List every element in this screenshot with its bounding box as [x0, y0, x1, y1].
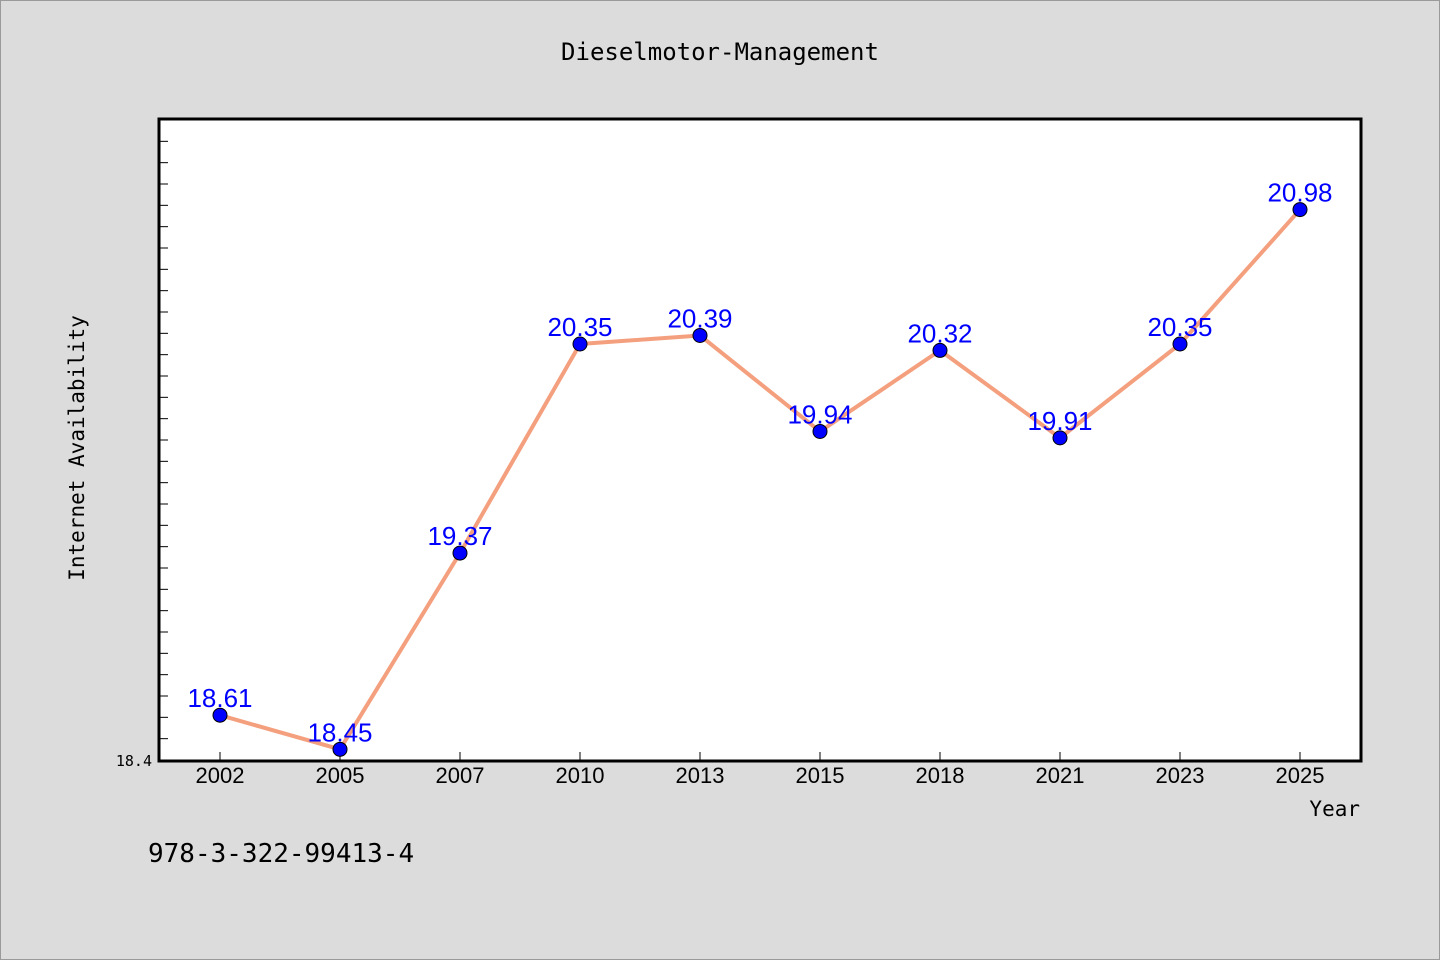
y-axis-label: Internet Availability	[65, 315, 89, 581]
data-label: 20.39	[667, 303, 732, 333]
data-point	[812, 423, 828, 439]
x-tick-label: 2023	[1156, 763, 1205, 788]
isbn-footer: 978-3-322-99413-4	[148, 839, 414, 869]
data-label: 20.35	[547, 312, 612, 342]
data-point	[692, 327, 708, 343]
x-axis-label: Year	[1309, 797, 1360, 821]
data-label: 19.91	[1027, 406, 1092, 436]
data-label: 19.37	[427, 521, 492, 551]
chart-title: Dieselmotor-Management	[561, 38, 879, 66]
data-point	[212, 707, 228, 723]
x-tick-label: 2015	[796, 763, 845, 788]
data-point	[1172, 336, 1188, 352]
x-tick-label: 2010	[556, 763, 605, 788]
series-line	[219, 208, 1302, 752]
x-tick-label: 2021	[1036, 763, 1085, 788]
data-label: 20.35	[1147, 312, 1212, 342]
y-axis-min-label: 18.4	[116, 752, 152, 770]
data-point	[452, 545, 468, 561]
x-tick-label: 2005	[316, 763, 365, 788]
y-axis-ticks	[160, 140, 168, 740]
x-tick-label: 2018	[916, 763, 965, 788]
x-tick-label: 2002	[196, 763, 245, 788]
data-point	[1052, 430, 1068, 446]
x-tick-label: 2007	[436, 763, 485, 788]
data-point	[572, 336, 588, 352]
data-label: 19.94	[787, 399, 852, 429]
data-point	[332, 741, 348, 757]
x-axis-tick-labels: 2002 2005 2007 2010 2013 2015 2018 2021 2023 2025	[196, 763, 1325, 788]
x-tick-label: 2025	[1276, 763, 1325, 788]
data-label: 20.98	[1267, 178, 1332, 208]
data-point	[932, 342, 948, 358]
data-point	[1292, 202, 1308, 218]
series-group: 18.61 18.45 19.37 20.35 20.39 19.94 20.32 19.91…	[187, 178, 1333, 757]
x-tick-label: 2013	[676, 763, 725, 788]
data-label: 20.32	[907, 318, 972, 348]
plot-area	[157, 117, 1363, 763]
data-label: 18.61	[187, 683, 252, 713]
data-label: 18.45	[307, 717, 372, 747]
